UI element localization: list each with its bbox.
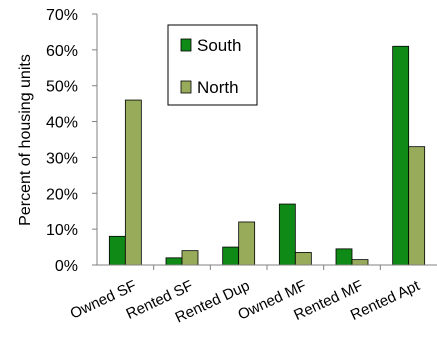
bars [108, 45, 426, 266]
legend-swatch-north [180, 80, 192, 94]
legend-label-south: South [197, 36, 241, 55]
y-tick-label: 50% [46, 79, 78, 96]
bar-south-3 [278, 203, 296, 266]
legend-swatch-south [180, 38, 192, 52]
bar-north-5 [408, 146, 426, 266]
bar-north-2 [238, 221, 256, 266]
y-tick-label: 30% [46, 150, 78, 167]
y-axis [92, 13, 98, 266]
bar-south-5 [392, 45, 410, 266]
legend-label-north: North [197, 78, 239, 97]
y-tick-labels: 0% 10% 20% 30% 40% 50% 60% 70% [46, 7, 78, 275]
x-axis [97, 264, 437, 270]
bar-north-4 [351, 259, 369, 266]
y-axis-title: Percent of housing units [17, 54, 34, 226]
legend: South North [167, 24, 258, 106]
bar-north-3 [294, 252, 312, 266]
y-tick-label: 20% [46, 186, 78, 203]
bar-south-0 [108, 235, 126, 266]
bar-north-0 [124, 99, 142, 266]
bar-south-4 [335, 248, 353, 266]
bar-north-1 [181, 250, 199, 266]
y-tick-label: 40% [46, 115, 78, 132]
bar-south-2 [222, 246, 240, 266]
y-tick-label: 60% [46, 43, 78, 60]
y-tick-label: 10% [46, 222, 78, 239]
y-tick-label: 0% [55, 258, 78, 275]
bar-south-1 [165, 257, 183, 266]
y-tick-label: 70% [46, 7, 78, 24]
